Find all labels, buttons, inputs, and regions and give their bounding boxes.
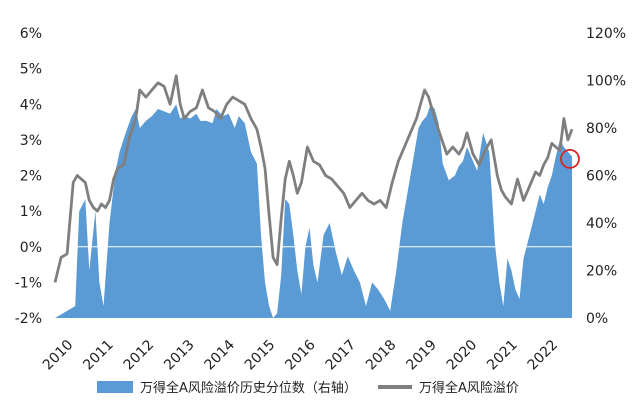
left-axis-tick-label: 0% xyxy=(20,240,42,256)
left-axis-tick-label: -1% xyxy=(15,275,42,291)
x-axis-tick-label: 2011 xyxy=(80,337,117,374)
series-area-percentile xyxy=(55,104,572,318)
x-axis-tick-label: 2015 xyxy=(242,337,279,374)
annotation-circle xyxy=(560,148,580,169)
left-axis-tick-label: 1% xyxy=(20,204,42,220)
right-axis-tick-label: 100% xyxy=(586,74,626,90)
left-axis-tick-label: 3% xyxy=(20,133,42,149)
right-axis-tick-label: 60% xyxy=(586,169,617,185)
series-line-risk-premium xyxy=(53,74,574,283)
x-axis-tick-label: 2012 xyxy=(121,337,158,374)
left-axis-tick-label: -2% xyxy=(15,311,42,327)
x-axis-tick-label: 2021 xyxy=(484,337,521,374)
left-axis-tick-label: 5% xyxy=(20,62,42,78)
x-axis-tick-label: 2020 xyxy=(444,337,481,374)
legend-swatch-area xyxy=(97,381,133,393)
x-axis-tick-label: 2010 xyxy=(40,337,77,374)
right-axis-tick-label: 40% xyxy=(586,216,617,232)
right-axis-tick-label: 0% xyxy=(586,311,608,327)
x-axis-tick-label: 2019 xyxy=(403,337,440,374)
x-axis-tick-label: 2017 xyxy=(323,337,360,374)
x-axis-tick-label: 2014 xyxy=(201,337,238,374)
left-axis-tick-label: 4% xyxy=(20,97,42,113)
x-axis: 2010 2011 2012 2013 2014 2015 2016 2017 2018 2019… xyxy=(40,337,561,374)
right-axis: 120% 100% 80% 60% 40% 20% 0% xyxy=(586,26,626,327)
legend-label-area: 万得全A风险溢价历史分位数（右轴） xyxy=(140,380,357,396)
legend: 万得全A风险溢价历史分位数（右轴） 万得全A风险溢价 xyxy=(97,380,519,396)
right-axis-tick-label: 20% xyxy=(586,264,617,280)
left-axis-tick-label: 6% xyxy=(20,26,42,42)
right-axis-tick-label: 80% xyxy=(586,121,617,137)
x-axis-tick-label: 2022 xyxy=(525,337,562,374)
x-axis-tick-label: 2018 xyxy=(363,337,400,374)
left-axis: 6% 5% 4% 3% 2% 1% 0% -1% -2% xyxy=(15,26,42,327)
right-axis-tick-label: 120% xyxy=(586,26,626,42)
x-axis-tick-label: 2013 xyxy=(161,337,198,374)
legend-label-line: 万得全A风险溢价 xyxy=(419,380,519,396)
left-axis-tick-label: 2% xyxy=(20,169,42,185)
x-axis-tick-label: 2016 xyxy=(282,337,319,374)
plot-area xyxy=(53,74,580,318)
